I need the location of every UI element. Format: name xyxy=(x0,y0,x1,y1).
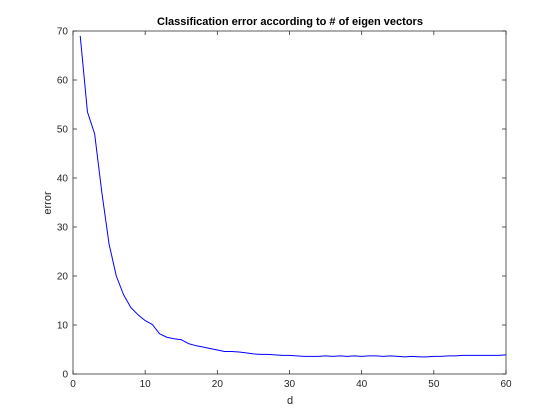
y-tick-label: 70 xyxy=(57,27,69,38)
x-tick-label: 40 xyxy=(356,379,368,390)
y-tick-label: 40 xyxy=(57,174,69,185)
error-series-line xyxy=(79,35,507,358)
y-tick-label: 50 xyxy=(57,125,69,136)
x-tick-label: 20 xyxy=(212,379,224,390)
y-tick-label: 0 xyxy=(62,370,68,381)
chart-title: Classification error according to # of e… xyxy=(157,16,423,28)
x-tick-label: 0 xyxy=(70,379,76,390)
x-tick-label: 30 xyxy=(284,379,296,390)
x-tick-label: 10 xyxy=(140,379,152,390)
plot-area: 0 10 20 30 40 50 60 0 10 20 30 40 50 60 70 xyxy=(57,27,512,391)
x-tick-label: 50 xyxy=(428,379,440,390)
x-tick-label: 60 xyxy=(500,379,512,390)
axes-box xyxy=(72,30,507,375)
y-axis-label: error xyxy=(42,191,54,215)
y-tick-label: 60 xyxy=(57,76,69,87)
y-tick-label: 20 xyxy=(57,272,69,283)
y-tick-label: 30 xyxy=(57,223,69,234)
y-tick-label: 10 xyxy=(57,321,69,332)
x-axis-label: d xyxy=(287,395,293,407)
